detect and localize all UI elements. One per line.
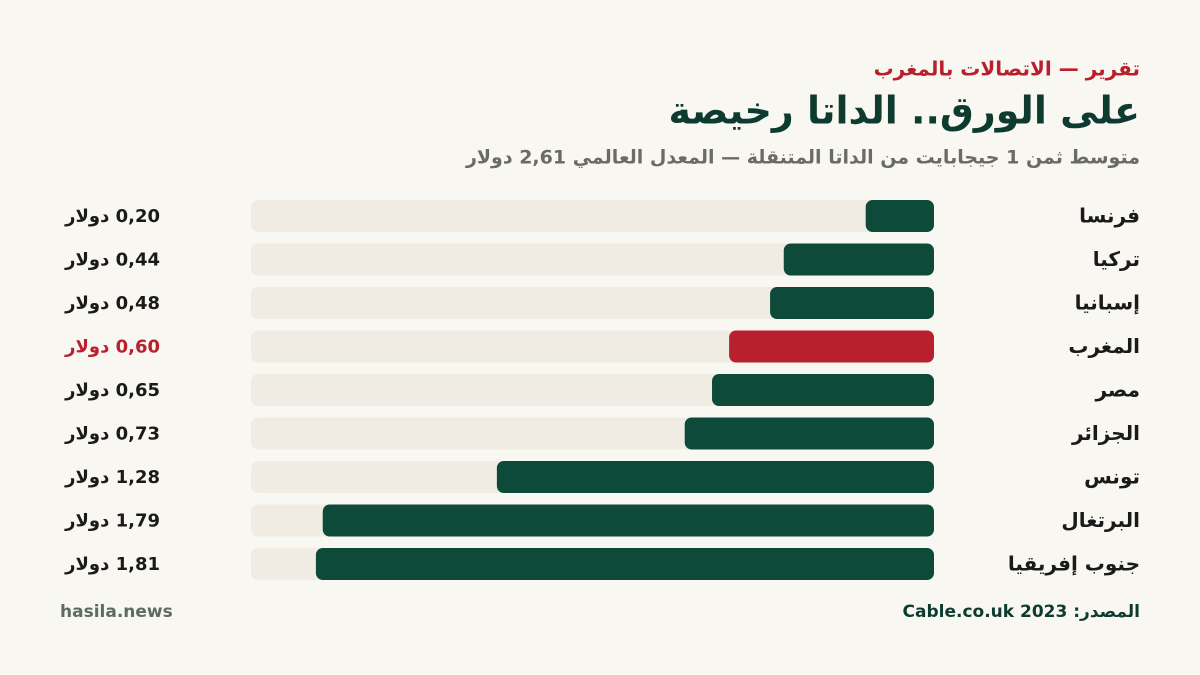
bar <box>783 243 934 276</box>
category-label: فرنسا <box>1079 204 1140 228</box>
bar <box>770 287 934 319</box>
bar-track <box>251 243 934 276</box>
value-label: 0,60 دولار <box>64 337 160 358</box>
category-label: تونس <box>1084 465 1140 489</box>
value-label: 1,79 دولار <box>64 511 160 532</box>
bar <box>684 417 934 450</box>
subtitle: متوسط ثمن 1 جيجابايت من الداتا المتنقلة … <box>465 147 1140 169</box>
value-label: 1,28 دولار <box>64 467 160 488</box>
category-label: المغرب <box>1068 334 1140 358</box>
value-label: 0,65 دولار <box>64 380 160 401</box>
bar-track <box>251 200 934 232</box>
value-label: 0,73 دولار <box>64 424 160 445</box>
category-label: جنوب إفريقيا <box>1008 552 1140 576</box>
bar <box>865 200 934 232</box>
category-label: تركيا <box>1093 247 1140 271</box>
category-label: إسبانيا <box>1075 291 1140 315</box>
kicker: تقرير — الاتصالات بالمغرب <box>874 57 1140 81</box>
bar <box>496 461 934 493</box>
value-label: 1,81 دولار <box>64 554 160 575</box>
category-label: مصر <box>1094 378 1140 402</box>
bar <box>712 374 934 406</box>
value-label: 0,48 دولار <box>64 293 160 314</box>
value-label: 0,20 دولار <box>64 206 160 227</box>
bar <box>315 548 934 580</box>
category-label: البرتغال <box>1061 508 1140 532</box>
bar-track <box>251 287 934 319</box>
source: المصدر: Cable.co.uk 2023 <box>903 602 1140 622</box>
bar <box>322 504 935 537</box>
brand: hasila.news <box>60 602 173 622</box>
value-label: 0,44 دولار <box>64 250 160 271</box>
bar <box>729 330 934 363</box>
category-label: الجزائر <box>1071 421 1140 445</box>
chart-title: على الورق.. الداتا رخيصة <box>668 89 1140 133</box>
